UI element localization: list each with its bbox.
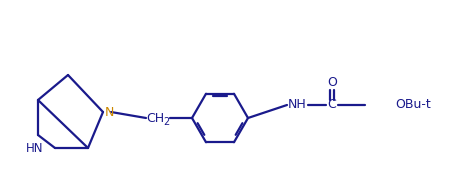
Text: HN: HN bbox=[26, 141, 44, 155]
Text: NH: NH bbox=[287, 98, 306, 112]
Text: N: N bbox=[105, 106, 114, 119]
Text: OBu-t: OBu-t bbox=[395, 98, 431, 112]
Text: CH: CH bbox=[146, 112, 164, 124]
Text: C: C bbox=[328, 98, 336, 112]
Text: 2: 2 bbox=[163, 117, 169, 127]
Text: O: O bbox=[327, 75, 337, 89]
